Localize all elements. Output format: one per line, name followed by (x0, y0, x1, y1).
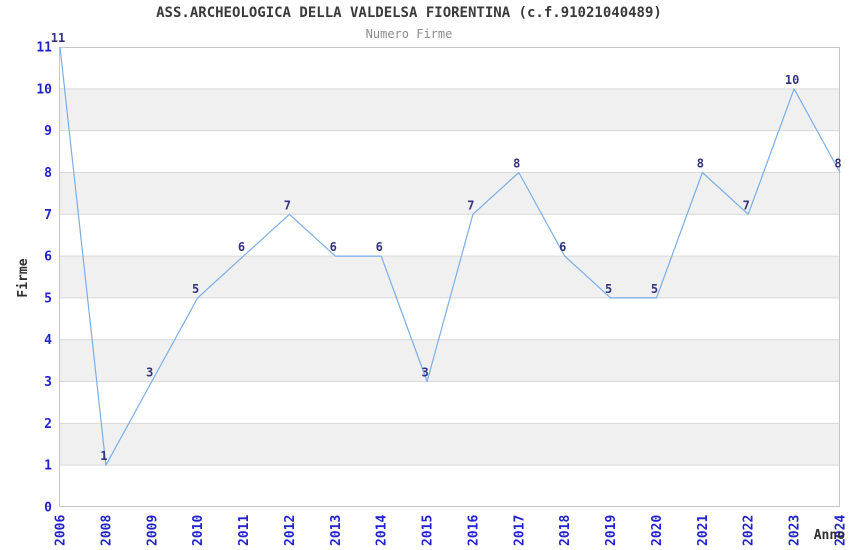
plot-band (59, 339, 840, 382)
x-tick-label: 2020 (650, 515, 665, 546)
x-tick-label: 2009 (145, 515, 160, 546)
data-label: 8 (834, 157, 841, 171)
series-line (59, 46, 841, 466)
data-label: 3 (146, 366, 153, 380)
y-tick-label: 11 (36, 41, 52, 56)
data-label: 11 (51, 31, 65, 45)
data-label: 5 (192, 282, 199, 296)
x-tick-label: 2015 (421, 515, 436, 546)
x-axis-title: Anno (813, 528, 845, 543)
y-tick-label: 10 (36, 82, 52, 97)
y-tick-label: 5 (44, 291, 52, 306)
plot-band (59, 423, 840, 466)
y-tick-label: 9 (44, 124, 52, 139)
x-tick-label: 2018 (558, 515, 573, 546)
y-tick-label: 8 (44, 166, 52, 181)
y-tick-label: 3 (44, 375, 52, 390)
data-label: 1 (100, 449, 107, 463)
x-tick-label: 2022 (742, 515, 757, 546)
chart-subtitle: Numero Firme (365, 27, 453, 41)
data-label: 6 (330, 240, 337, 254)
data-label: 8 (697, 157, 704, 171)
data-label: 7 (284, 198, 291, 212)
x-tick-label: 2019 (604, 515, 619, 546)
data-label: 6 (559, 240, 566, 254)
x-tick-label: 2017 (512, 515, 527, 546)
plot-band (59, 88, 840, 131)
data-label: 5 (651, 282, 658, 296)
x-tick-label: 2014 (375, 515, 390, 546)
plot-band (59, 256, 840, 298)
x-tick-label: 2012 (283, 515, 298, 546)
data-label: 3 (421, 366, 428, 380)
data-label: 7 (743, 198, 750, 212)
data-label: 6 (238, 240, 245, 254)
plot-band (59, 172, 840, 215)
y-tick-label: 6 (44, 250, 52, 265)
y-tick-label: 7 (44, 208, 52, 223)
x-tick-label: 2016 (466, 515, 481, 546)
y-tick-label: 4 (44, 333, 52, 348)
data-label: 7 (467, 198, 474, 212)
y-tick-label: 0 (44, 501, 52, 516)
x-tick-label: 2006 (54, 515, 69, 546)
plot-border (59, 47, 840, 507)
data-label: 10 (785, 73, 799, 87)
data-label: 5 (605, 282, 612, 296)
x-tick-label: 2010 (191, 515, 206, 546)
x-tick-label: 2011 (237, 515, 252, 546)
y-tick-label: 2 (44, 417, 52, 432)
y-tick-label: 1 (44, 459, 52, 474)
x-tick-label: 2023 (788, 515, 803, 546)
data-label: 8 (513, 157, 520, 171)
x-tick-label: 2013 (329, 515, 344, 546)
x-tick-label: 2008 (99, 515, 114, 546)
x-tick-label: 2021 (696, 515, 711, 546)
chart-title: ASS.ARCHEOLOGICA DELLA VALDELSA FIORENTI… (156, 5, 662, 21)
data-label: 6 (376, 240, 383, 254)
x-tick-label: 2024 (834, 515, 849, 546)
